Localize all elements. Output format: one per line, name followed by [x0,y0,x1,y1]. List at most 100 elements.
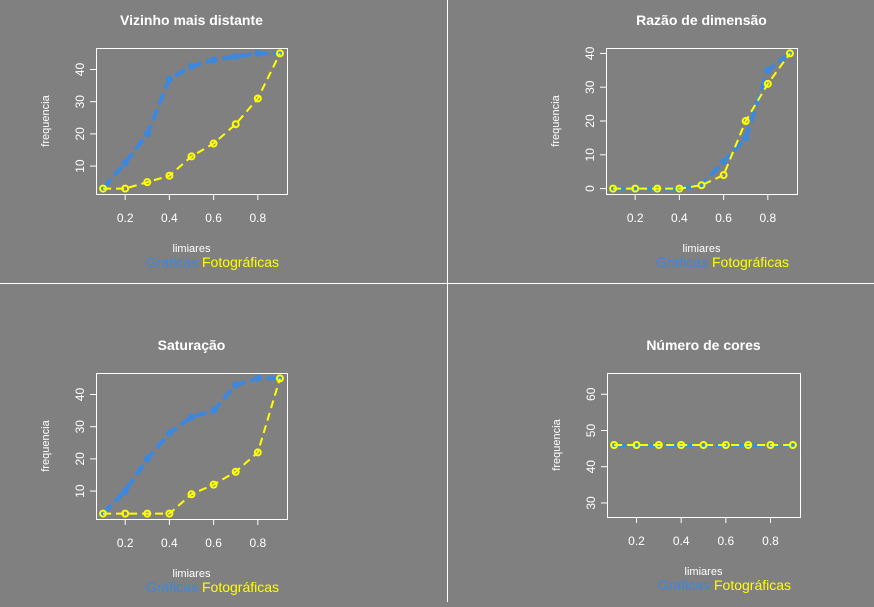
data-point-graficas [188,62,195,70]
y-tick-label: 30 [583,80,597,94]
data-point-fotograficas [165,509,174,518]
data-point-fotograficas [675,184,684,193]
legend-graficas: Gráficas [146,254,198,270]
data-point-fotograficas [744,441,753,449]
x-axis-label: limiares [173,243,211,255]
data-point-graficas [254,374,262,382]
series-line-graficas [613,51,792,191]
x-axis-label: limiares [173,568,211,580]
x-tick-label: 0.4 [161,211,178,225]
data-point-fotograficas [785,49,794,58]
legend: Gráficas Fotográficas [146,579,279,595]
y-tick-label: 0 [583,185,597,192]
y-tick-label: 40 [73,388,87,402]
panel-2: Razão de dimensão 0.2 0.4 0.6 0.8 0 10 20 30 40 fr… [550,12,798,270]
data-point-fotograficas [231,467,240,476]
legend: Gráficas Fotográficas [146,254,279,270]
x-tick-label: 0.8 [249,536,266,550]
panel-title: Razão de dimensão [636,12,767,28]
x-tick-label: 0.2 [627,211,644,225]
series-line-graficas [101,376,280,515]
plot-box [96,373,288,520]
plot-box [607,373,801,518]
data-point-fotograficas [187,152,196,161]
panel-4: Número de cores 0.2 0.4 0.6 0.8 30 40 50 60 frequ… [551,337,801,593]
data-point-graficas [143,455,151,463]
series-line-fotograficas [103,378,281,515]
data-point-fotograficas [697,181,706,190]
data-point-graficas [742,134,750,142]
data-point-fotograficas [209,480,218,489]
y-tick-label: 30 [73,95,87,109]
data-point-fotograficas [187,490,196,499]
data-point-fotograficas [231,120,240,129]
data-point-fotograficas [253,94,262,103]
x-tick-label: 0.6 [205,211,222,225]
data-point-graficas [188,413,195,421]
x-tick-label: 0.6 [205,536,222,550]
data-point-fotograficas [121,509,130,518]
legend-fotograficas: Fotográficas [714,577,791,593]
x-tick-label: 0.6 [715,211,732,225]
data-point-fotograficas [99,509,108,518]
legend-fotograficas: Fotográficas [712,254,789,270]
data-point-graficas [232,53,240,61]
data-point-graficas [720,158,728,166]
data-point-fotograficas [609,184,618,193]
data-point-graficas [210,407,218,415]
data-point-graficas [165,429,173,437]
y-tick-label: 20 [73,452,87,466]
data-point-fotograficas [143,178,152,187]
x-axis-label: limiares [683,243,721,255]
y-tick-label: 10 [583,148,597,162]
data-point-fotograficas [275,49,284,58]
x-tick-label: 0.6 [717,534,734,548]
data-point-graficas [165,75,173,83]
y-axis-label: frequencia [550,94,562,146]
data-point-fotograficas [677,441,686,449]
data-point-fotograficas [741,117,750,125]
y-tick-label: 10 [73,484,87,498]
data-point-fotograficas [654,441,663,449]
panel-title: Vizinho mais distante [120,12,263,28]
legend-graficas: Gráficas [146,579,198,595]
x-tick-label: 0.4 [673,534,690,548]
legend-graficas: Gráficas [658,577,710,593]
series-line-fotograficas [103,52,281,190]
data-point-fotograficas [143,509,152,518]
data-point-fotograficas [253,448,262,457]
data-point-fotograficas [699,441,708,449]
x-tick-label: 0.2 [117,536,134,550]
data-point-fotograficas [610,441,619,449]
legend: Gráficas Fotográficas [658,577,791,593]
data-point-fotograficas [788,441,797,449]
data-point-fotograficas [631,184,640,193]
data-point-fotograficas [209,139,218,148]
y-tick-label: 40 [583,46,597,60]
y-tick-label: 20 [73,127,87,141]
panel-1: Vizinho mais distante 0.2 0.4 0.6 0.8 10 20 30 4… [40,12,288,270]
x-axis-label: limiares [685,566,723,578]
data-point-graficas [232,381,240,389]
y-axis-label: frequencia [40,419,52,471]
data-point-graficas [254,49,262,57]
y-tick-label: 40 [73,63,87,77]
data-point-fotograficas [99,184,108,193]
data-point-fotograficas [653,184,662,193]
y-axis-label: frequencia [551,418,563,470]
y-axis-label: frequencia [40,94,52,146]
y-tick-label: 40 [584,460,598,474]
panel-title: Saturação [158,337,226,353]
x-tick-label: 0.2 [628,534,645,548]
plot-box [606,48,798,195]
series-line-graficas [101,51,280,190]
x-tick-label: 0.4 [671,211,688,225]
y-tick-label: 10 [73,159,87,173]
legend: Gráficas Fotográficas [656,254,789,270]
data-point-graficas [764,66,772,74]
data-point-fotograficas [766,441,775,449]
x-tick-label: 0.8 [249,211,266,225]
panel-3: Saturação 0.2 0.4 0.6 0.8 10 20 30 40 frequencia l… [40,337,288,595]
data-point-graficas [121,159,129,167]
